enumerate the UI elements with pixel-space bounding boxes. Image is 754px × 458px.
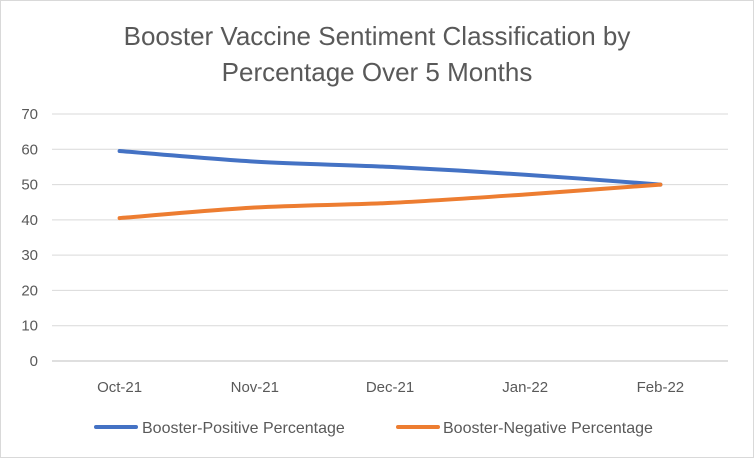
data-point [523,173,527,177]
x-axis-ticks: Oct-21 Nov-21 Dec-21 Jan-22 Feb-22 [97,379,684,396]
y-tick-label: 0 [30,353,38,370]
legend-label: Booster-Negative Percentage [443,420,653,437]
data-point [253,160,257,164]
data-point [253,206,257,210]
y-tick-label: 70 [21,106,38,123]
y-tick-label: 20 [21,282,38,299]
x-tick-label: Feb-22 [637,379,685,396]
x-tick-label: Jan-22 [502,379,548,396]
y-tick-label: 30 [21,247,38,264]
y-axis-ticks: 0 10 20 30 40 50 60 70 [21,106,38,370]
x-tick-label: Nov-21 [231,379,279,396]
y-tick-label: 10 [21,318,38,335]
series-line-booster-negative [117,182,663,221]
data-point [658,183,662,187]
chart-title-line-1: Booster Vaccine Sentiment Classification… [123,21,631,51]
data-point [388,201,392,205]
data-point [118,216,122,220]
y-tick-label: 50 [21,177,38,194]
legend: Booster-Positive Percentage Booster-Negat… [94,420,653,437]
legend-label: Booster-Positive Percentage [142,420,345,437]
y-tick-label: 60 [21,141,38,158]
x-tick-label: Dec-21 [366,379,414,396]
data-point [118,149,122,153]
data-point [388,165,392,169]
gridlines [52,113,728,362]
x-tick-label: Oct-21 [97,379,142,396]
chart-title-line-2: Percentage Over 5 Months [221,57,533,87]
y-tick-label: 40 [21,212,38,229]
series-lines [117,149,663,221]
chart-title: Booster Vaccine Sentiment Classification… [0,18,754,90]
data-point [523,192,527,196]
